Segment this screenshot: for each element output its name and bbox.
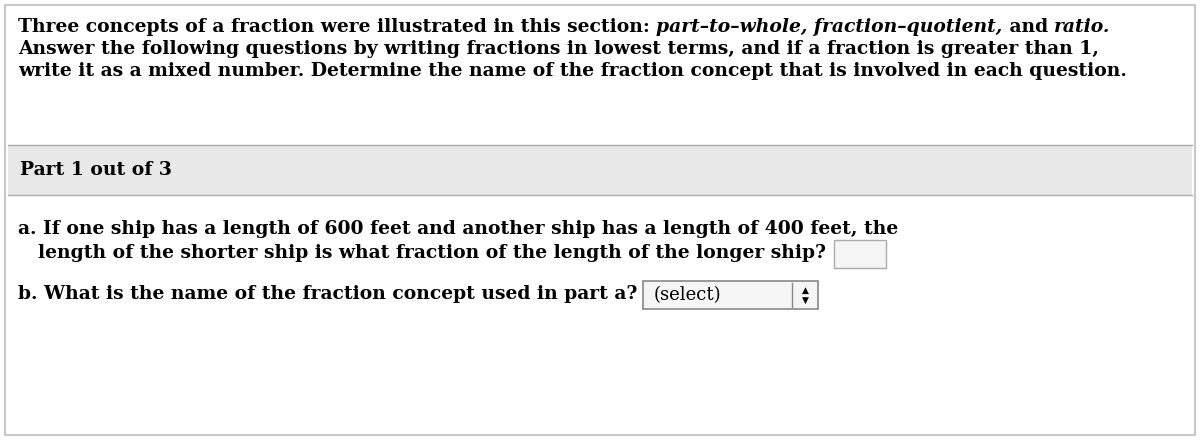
Text: and: and bbox=[1003, 18, 1055, 36]
Text: Part 1 out of 3: Part 1 out of 3 bbox=[20, 161, 172, 179]
Text: Three concepts of a fraction were illustrated in this section:: Three concepts of a fraction were illust… bbox=[18, 18, 656, 36]
FancyBboxPatch shape bbox=[8, 145, 1192, 195]
Text: Answer the following questions by writing fractions in lowest terms, and if a fr: Answer the following questions by writin… bbox=[18, 40, 1099, 58]
Text: write it as a mixed number. Determine the name of the fraction concept that is i: write it as a mixed number. Determine th… bbox=[18, 62, 1127, 80]
FancyBboxPatch shape bbox=[643, 281, 818, 309]
Text: ▼: ▼ bbox=[802, 296, 809, 304]
FancyBboxPatch shape bbox=[834, 240, 886, 268]
Text: b. What is the name of the fraction concept used in part a?: b. What is the name of the fraction conc… bbox=[18, 285, 637, 303]
Text: ▲: ▲ bbox=[802, 286, 809, 294]
FancyBboxPatch shape bbox=[5, 5, 1195, 435]
Text: ratio.: ratio. bbox=[1055, 18, 1111, 36]
Text: length of the shorter ship is what fraction of the length of the longer ship?: length of the shorter ship is what fract… bbox=[38, 244, 826, 262]
Text: (select): (select) bbox=[653, 286, 721, 304]
Text: part–to–whole, fraction–quotient,: part–to–whole, fraction–quotient, bbox=[656, 18, 1003, 36]
Text: a. If one ship has a length of 600 feet and another ship has a length of 400 fee: a. If one ship has a length of 600 feet … bbox=[18, 220, 899, 238]
